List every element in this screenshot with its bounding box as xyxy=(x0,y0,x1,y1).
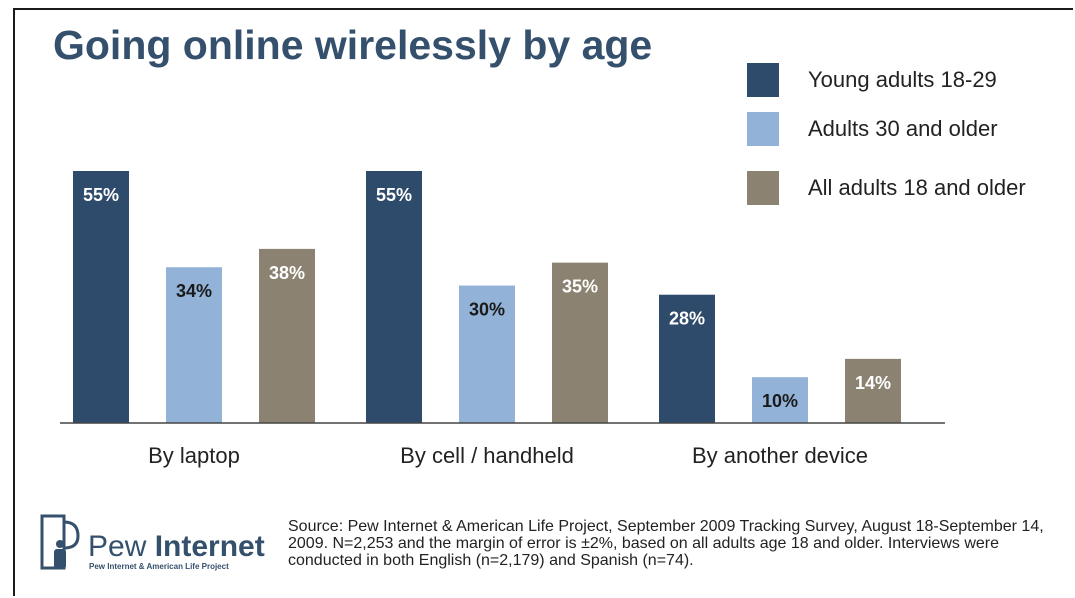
pew-logo-icon xyxy=(40,514,80,570)
slide-frame xyxy=(13,8,1073,596)
logo-tagline: Pew Internet & American Life Project xyxy=(89,562,229,571)
pew-internet-logo: Pew Internet Pew Internet & American Lif… xyxy=(40,514,270,578)
legend-swatch xyxy=(747,171,779,205)
bar-value-label: 10% xyxy=(762,391,798,411)
bar xyxy=(166,267,222,423)
legend-label: Young adults 18-29 xyxy=(808,67,997,92)
legend-label: Adults 30 and older xyxy=(808,116,998,141)
chart-title: Going online wirelessly by age xyxy=(53,22,653,68)
source-note: Source: Pew Internet & American Life Pro… xyxy=(288,518,1044,569)
bar-value-label: 14% xyxy=(855,373,891,393)
bar xyxy=(659,294,715,423)
bar xyxy=(73,171,129,423)
bar xyxy=(845,358,901,423)
bar-value-label: 55% xyxy=(376,185,412,205)
bar-value-label: 35% xyxy=(562,277,598,297)
bar xyxy=(552,262,608,423)
category-label: By another device xyxy=(692,443,868,468)
category-label: By cell / handheld xyxy=(400,443,574,468)
legend-swatch xyxy=(747,63,779,97)
legend-label: All adults 18 and older xyxy=(808,175,1026,200)
category-label: By laptop xyxy=(148,443,240,468)
bar xyxy=(459,285,515,423)
bar-value-label: 28% xyxy=(669,309,705,329)
bar xyxy=(366,171,422,423)
bar xyxy=(259,248,315,423)
bar-value-label: 30% xyxy=(469,300,505,320)
logo-wordmark: Pew Internet xyxy=(88,530,265,563)
bar-value-label: 34% xyxy=(176,281,212,301)
bar xyxy=(752,377,808,423)
bar-value-label: 38% xyxy=(269,263,305,283)
bar-value-label: 55% xyxy=(83,185,119,205)
legend-swatch xyxy=(747,112,779,146)
